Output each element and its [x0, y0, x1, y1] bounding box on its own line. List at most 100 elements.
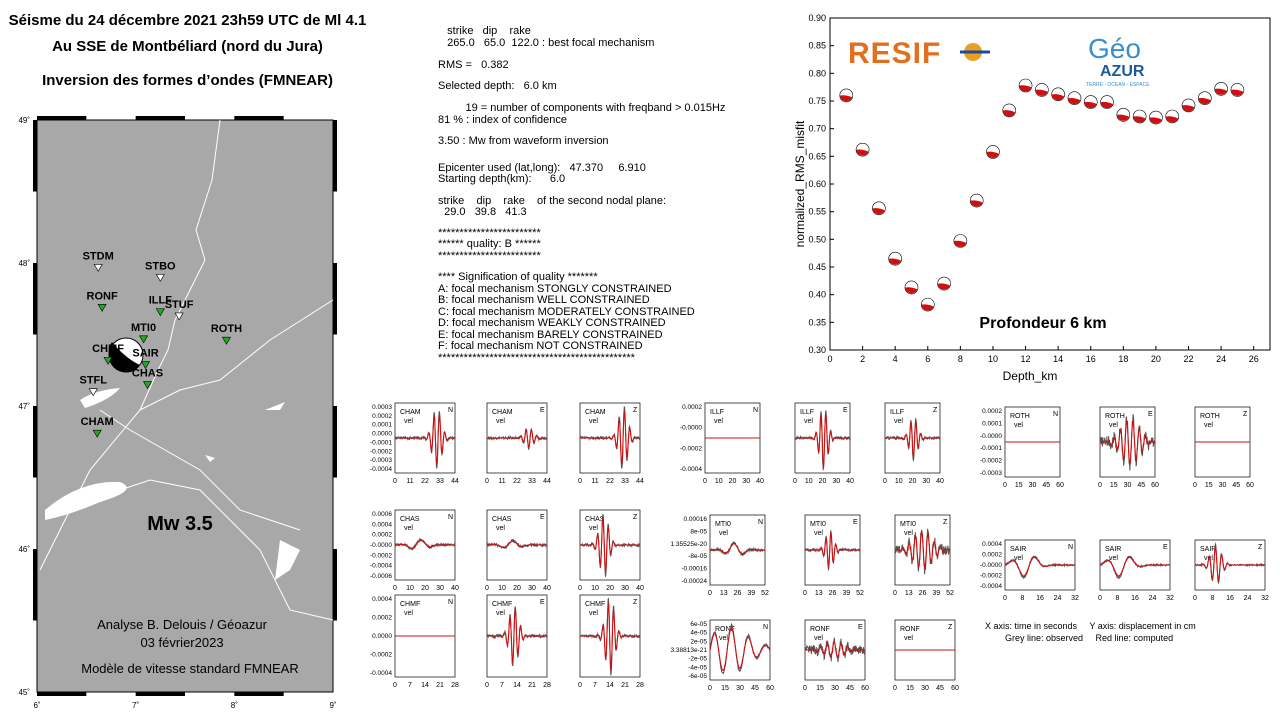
misfit-y-tick-label: 0.75 — [808, 96, 826, 106]
latitude-labels: 49˚ 48˚ 47˚ 46˚ 45˚ — [18, 116, 30, 697]
station-marker-stfl — [88, 388, 98, 397]
station-label-ronf: RONF — [87, 290, 118, 302]
waveform-x-tick-label: 0 — [1003, 595, 1007, 602]
observed-trace — [804, 637, 866, 663]
waveform-y-tick-label: -0.0003 — [980, 470, 1002, 477]
waveform-station-label: ILLF — [710, 409, 724, 416]
waveform-x-tick-label: 45 — [936, 685, 944, 692]
info-line: 81 % : index of confidence — [438, 113, 568, 126]
waveform-frame — [804, 619, 866, 681]
computed-trace — [580, 517, 640, 572]
waveform-x-tick-label: 26 — [829, 590, 837, 597]
misfit-y-tick-label: 0.35 — [808, 317, 826, 327]
waveform-x-tick-label: 8 — [1211, 595, 1215, 602]
waveform-y-tick-label: -0.0000 — [370, 542, 392, 549]
waveform-frame — [579, 402, 641, 474]
waveform-x-tick-label: 10 — [406, 585, 414, 592]
focal-mechanism-ball — [108, 337, 144, 373]
waveform-x-tick-label: 52 — [761, 590, 769, 597]
waveform-frame — [709, 619, 771, 681]
waveform-frame — [709, 514, 766, 586]
waveform-y-tick-label: 0.0000 — [372, 431, 392, 438]
waveform-y-tick-label: -0.0002 — [370, 552, 392, 559]
waveform-component-label: E — [858, 624, 863, 631]
waveform-y-tick-label: -0.0001 — [980, 445, 1002, 452]
station-label-stfl: STFL — [79, 375, 107, 387]
station-label-mti0: MTI0 — [131, 322, 156, 334]
info-line: C: focal mechanism MODERATELY CONSTRAINE… — [438, 305, 695, 318]
waveform-x-tick-label: 15 — [816, 685, 824, 692]
computed-trace — [805, 641, 865, 659]
waveform-vel-label: vel — [496, 525, 505, 532]
waveform-vel-label: vel — [719, 635, 728, 642]
waveform-x-tick-label: 40 — [756, 478, 764, 485]
waveform-component-label: N — [1053, 411, 1058, 418]
station-marker-roth — [221, 336, 231, 345]
misfit-point — [872, 201, 886, 216]
waveform-x-tick-label: 13 — [905, 590, 913, 597]
misfit-point — [1149, 110, 1163, 125]
waveform-x-tick-label: 20 — [606, 585, 614, 592]
waveform-station-label: CHAM — [400, 409, 421, 416]
misfit-point — [920, 297, 935, 312]
waveform-x-tick-label: 40 — [451, 585, 459, 592]
border-line — [39, 119, 221, 571]
observed-trace — [1004, 555, 1076, 580]
waveform-vel-label: vel — [1109, 422, 1118, 429]
misfit-x-tick-label: 10 — [988, 354, 998, 364]
waveform-x-tick-label: 20 — [729, 478, 737, 485]
waveform-x-tick-label: 15 — [1205, 482, 1213, 489]
waveform-y-tick-label: 0.0004 — [372, 521, 392, 528]
station-marker-mti0 — [139, 335, 149, 344]
misfit-y-tick-label: 0.50 — [808, 234, 826, 244]
waveform-y-tick-label: 0.0002 — [982, 552, 1002, 559]
waveform-x-tick-label: 7 — [593, 682, 597, 689]
misfit-y-label: normalized_RMS_misfit — [793, 120, 807, 247]
lake-small — [265, 402, 285, 410]
observed-trace — [1099, 414, 1156, 471]
station-marker-sair — [141, 361, 151, 370]
misfit-x-tick-label: 6 — [925, 354, 930, 364]
waveform-component-label: Z — [633, 599, 638, 606]
waveform-y-tick-label: -0.0004 — [680, 466, 702, 473]
waveform-x-tick-label: 45 — [1232, 482, 1240, 489]
waveform-x-tick-label: 0 — [578, 682, 582, 689]
waveform-component-label: N — [753, 407, 758, 414]
waveform-station-label: MTI0 — [900, 521, 916, 528]
waveform-station-label: CHAS — [492, 516, 512, 523]
waveform-x-tick-label: 22 — [513, 478, 521, 485]
waveform-frame — [579, 509, 641, 581]
waveform-x-tick-label: 20 — [819, 478, 827, 485]
waveform-x-tick-label: 44 — [543, 478, 551, 485]
waveform-station-label: ROTH — [1200, 413, 1220, 420]
waveform-x-tick-label: 13 — [720, 590, 728, 597]
waveform-station-label: CHAM — [492, 409, 513, 416]
waveform-x-tick-label: 52 — [856, 590, 864, 597]
misfit-x-tick-label: 16 — [1086, 354, 1096, 364]
waveform-y-tick-label: -0.0003 — [370, 457, 392, 464]
waveform-x-tick-label: 28 — [451, 682, 459, 689]
longitude-labels: 6˚ 7˚ 8˚ 9˚ — [33, 701, 336, 710]
misfit-point — [1083, 95, 1098, 109]
misfit-depth-chart: 0 2 4 6 8 10 12 14 16 18 20 22 24 260.300.350.400.450… — [793, 13, 1271, 383]
waveform-y-tick-label: -4e-05 — [688, 664, 707, 671]
waveform-y-tick-label: -8e-05 — [688, 553, 707, 560]
waveform-x-tick-label: 0 — [893, 685, 897, 692]
misfit-point — [1181, 98, 1196, 113]
misfit-point — [888, 251, 902, 266]
border-line-3 — [99, 409, 301, 531]
waveform-x-tick-label: 13 — [815, 590, 823, 597]
waveform-y-tick-label: -0.0002 — [370, 448, 392, 455]
waveform-x-tick-label: 40 — [936, 478, 944, 485]
computed-trace — [1100, 418, 1155, 467]
waveform-y-tick-label: -0.00024 — [681, 578, 707, 585]
